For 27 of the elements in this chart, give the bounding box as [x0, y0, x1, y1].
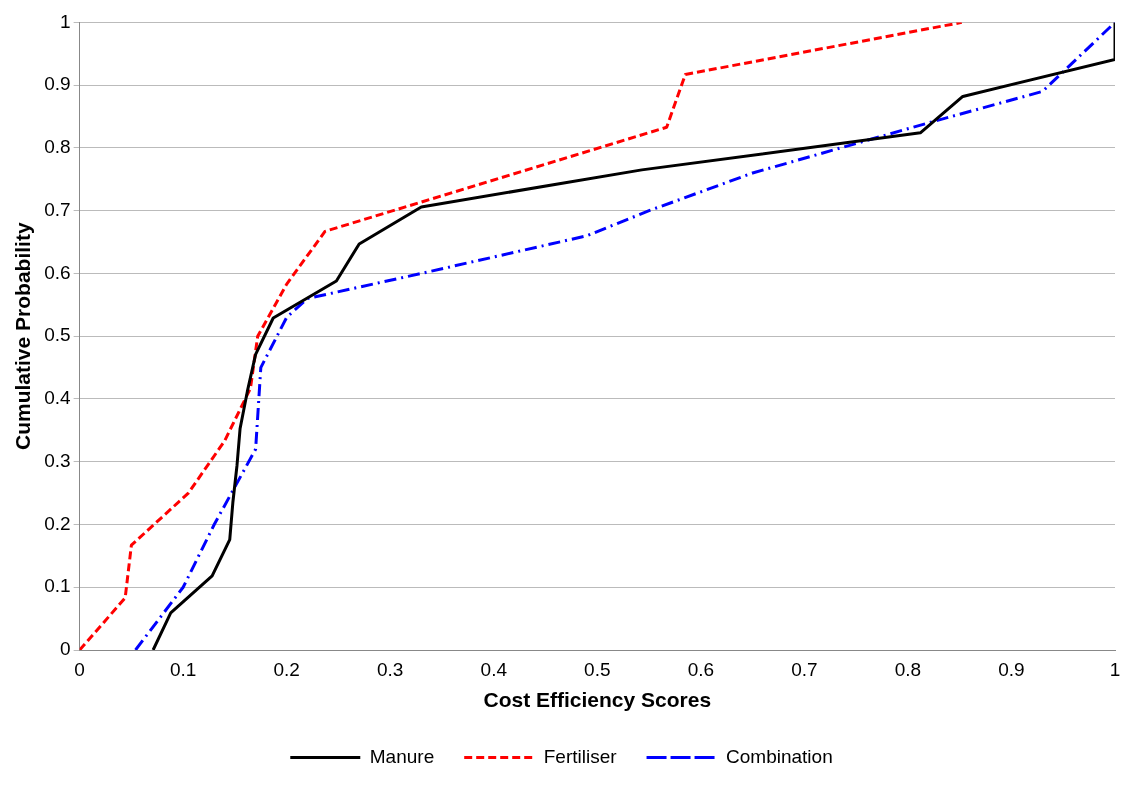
y-tick-label: 0.9 — [44, 73, 71, 95]
x-tick-label: 0.5 — [584, 658, 611, 680]
legend-label: Manure — [369, 745, 435, 767]
legend-label: Combination — [726, 745, 833, 767]
x-tick-label: 1 — [1109, 658, 1121, 680]
y-tick-label: 0.8 — [44, 136, 71, 158]
x-tick-label: 0.3 — [377, 658, 404, 680]
x-tick-label: 0 — [74, 658, 85, 680]
y-tick-label: 0.7 — [44, 198, 71, 220]
y-axis-title: Cumulative Probability — [11, 222, 35, 450]
x-tick-label: 0.6 — [687, 658, 715, 680]
y-tick-label: 0.1 — [44, 575, 71, 597]
y-tick-label: 0.3 — [44, 449, 71, 471]
y-tick-label: 0.5 — [44, 324, 71, 346]
x-tick-label: 0.9 — [998, 658, 1025, 680]
y-tick-label: 0.2 — [44, 512, 71, 534]
x-tick-label: 0.1 — [169, 658, 197, 680]
y-tick-label: 0.4 — [44, 387, 72, 409]
x-axis-title: Cost Efficiency Scores — [483, 688, 712, 712]
y-tick-label: 1 — [60, 10, 71, 32]
y-tick-label: 0.6 — [44, 261, 71, 283]
x-tick-label: 0.2 — [273, 658, 300, 680]
x-tick-label: 0.4 — [480, 658, 508, 680]
legend-label: Fertiliser — [543, 745, 618, 767]
x-tick-label: 0.7 — [791, 658, 818, 680]
x-tick-label: 0.8 — [894, 658, 922, 680]
y-tick-label: 0 — [60, 638, 71, 660]
